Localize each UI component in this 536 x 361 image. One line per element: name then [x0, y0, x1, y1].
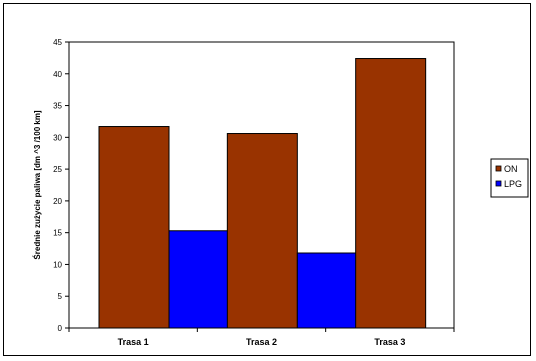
y-tick-label: 10 [53, 260, 62, 269]
y-tick-label: 30 [53, 133, 62, 142]
y-tick-label: 0 [58, 324, 63, 333]
y-tick-label: 40 [53, 70, 62, 79]
y-tick-label: 15 [53, 229, 62, 238]
y-axis-ticks: 0 5 10 15 20 25 30 35 40 45 [53, 38, 69, 333]
y-tick-label: 45 [53, 38, 62, 47]
bar-on-2 [226, 133, 298, 329]
x-axis-ticks: Trasa 1 Trasa 2 Trasa 3 [68, 328, 455, 347]
y-tick-label: 35 [53, 102, 62, 111]
y-tick-label: 25 [53, 165, 62, 174]
legend-swatch-on [495, 165, 502, 172]
legend-swatch-lpg [495, 180, 502, 187]
x-tick-label: Trasa 3 [374, 337, 405, 347]
y-tick-label: 20 [53, 197, 62, 206]
legend-label-lpg: LPG [504, 179, 522, 189]
bar-on-1 [98, 126, 170, 329]
bar-on-3 [355, 58, 427, 329]
legend-box [490, 158, 529, 198]
x-tick-label: Trasa 2 [246, 337, 277, 347]
x-tick-label: Trasa 1 [118, 337, 149, 347]
y-tick-label: 5 [58, 292, 63, 301]
legend-label-on: ON [504, 164, 518, 174]
legend: ON LPG [490, 158, 529, 198]
bars-group [98, 58, 427, 329]
y-axis-title: Średnie zużycie paliwa [dm ^3 /100 km] [33, 110, 42, 260]
